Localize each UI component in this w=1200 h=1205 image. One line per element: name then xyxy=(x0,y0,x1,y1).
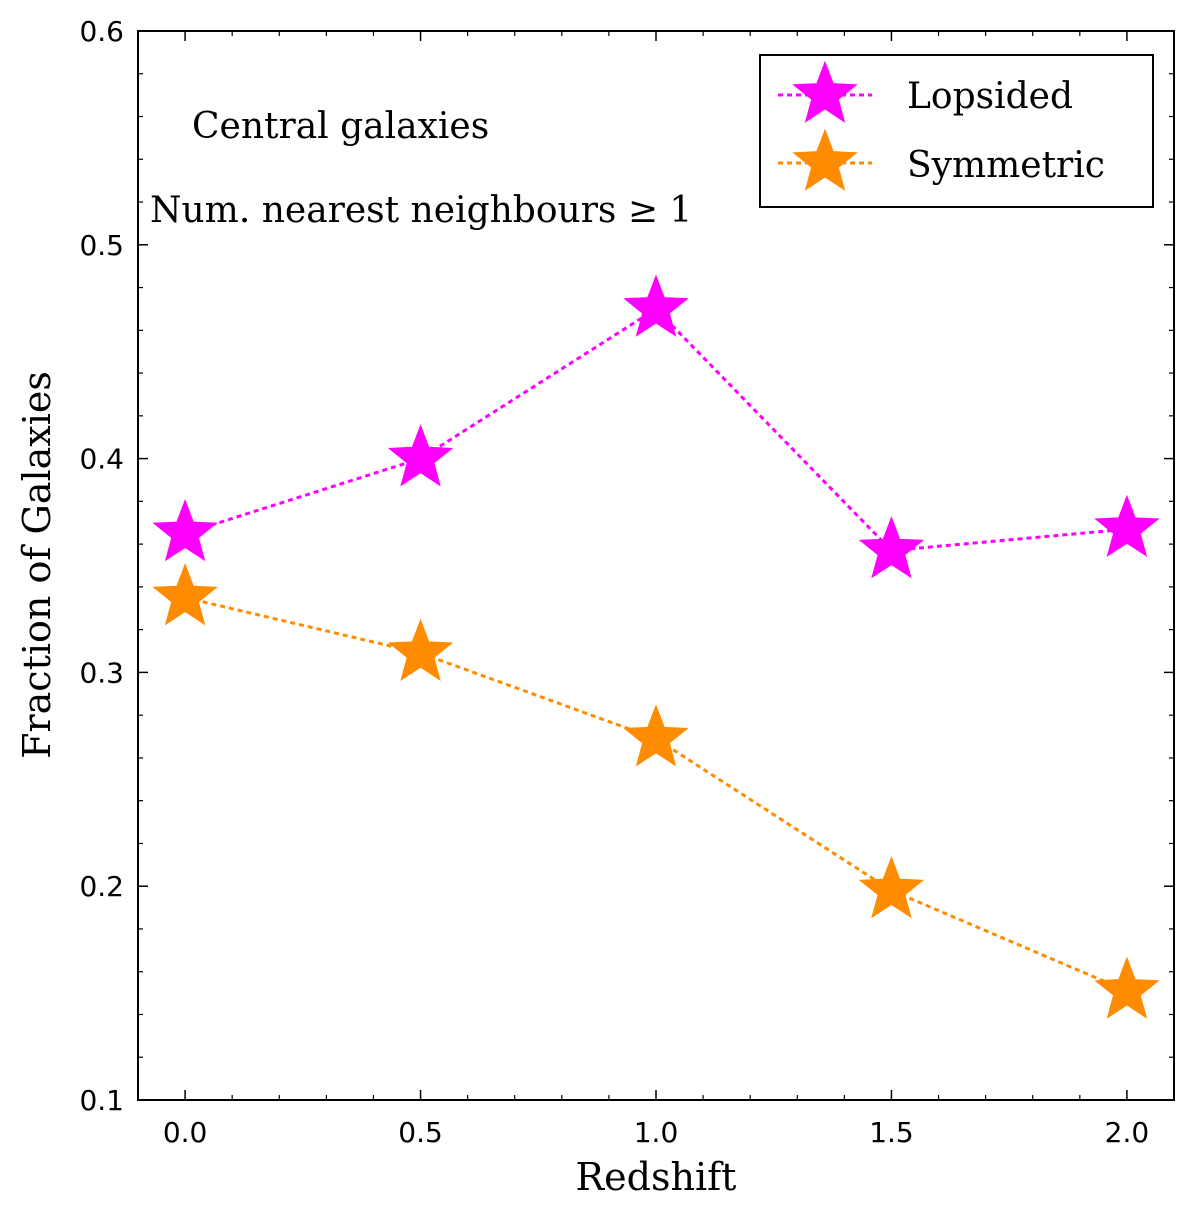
series-symmetric xyxy=(152,563,1160,1019)
legend: Lopsided Symmetric xyxy=(759,54,1154,208)
data-point-lopsided-2 xyxy=(623,274,689,337)
data-point-lopsided-4 xyxy=(1094,494,1160,557)
y-axis-title: Fraction of Galaxies xyxy=(15,371,59,759)
x-tick-label-0: 0.0 xyxy=(163,1116,208,1149)
annotation-central-galaxies: Central galaxies xyxy=(192,106,489,147)
x-tick-label-3: 1.5 xyxy=(869,1116,914,1149)
legend-marker-lopsided xyxy=(792,60,858,123)
data-point-symmetric-1 xyxy=(387,618,454,681)
data-point-lopsided-3 xyxy=(858,516,925,579)
x-tick-label-4: 2.0 xyxy=(1105,1116,1150,1149)
legend-items xyxy=(778,60,872,191)
minor-ticks xyxy=(137,31,1175,1100)
y-tick-label-0: 0.1 xyxy=(79,1084,124,1117)
data-point-symmetric-0 xyxy=(152,563,218,626)
tick-labels: 0.0 0.5 1.0 1.5 2.0 0.1 0.2 0.3 0.4 0.5 0.6 xyxy=(79,15,1149,1149)
series-lopsided xyxy=(152,274,1160,579)
y-tick-label-2: 0.3 xyxy=(79,656,124,689)
data-point-lopsided-1 xyxy=(387,424,454,487)
legend-label-symmetric: Symmetric xyxy=(907,145,1105,186)
plot-area xyxy=(137,30,1175,1101)
major-ticks xyxy=(138,30,1174,1101)
series-line-symmetric xyxy=(184,596,1128,993)
legend-label-lopsided: Lopsided xyxy=(907,76,1073,117)
y-tick-label-5: 0.6 xyxy=(79,15,124,48)
series-layer xyxy=(152,274,1160,1019)
data-point-lopsided-0 xyxy=(152,499,218,562)
legend-marker-symmetric xyxy=(792,128,858,191)
data-point-symmetric-4 xyxy=(1094,956,1160,1019)
y-tick-label-1: 0.2 xyxy=(79,870,124,903)
y-tick-label-4: 0.5 xyxy=(79,229,124,262)
x-tick-label-1: 0.5 xyxy=(398,1116,443,1149)
data-point-symmetric-3 xyxy=(858,856,925,919)
x-axis-title: Redshift xyxy=(576,1155,737,1199)
y-tick-label-3: 0.4 xyxy=(79,443,124,476)
data-point-symmetric-2 xyxy=(623,704,689,767)
annotation-nearest-neighbours: Num. nearest neighbours ≥ 1 xyxy=(150,190,692,231)
x-tick-label-2: 1.0 xyxy=(634,1116,679,1149)
